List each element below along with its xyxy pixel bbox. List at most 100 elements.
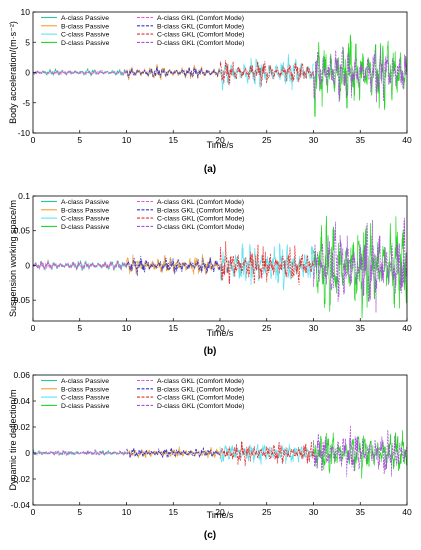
x-tick-label: 5	[77, 135, 82, 145]
traces	[33, 215, 407, 319]
y-tick-label: -0.05	[11, 295, 31, 305]
x-axis-label: Time/s	[207, 328, 234, 338]
y-tick-label: -0.04	[11, 500, 31, 510]
y-tick-label: 0	[25, 448, 30, 458]
series-line-3	[219, 443, 314, 465]
y-axis-label: Dynamic tire deflection/m	[8, 389, 18, 490]
x-tick-label: 35	[356, 135, 366, 145]
y-tick-label: 0.06	[13, 370, 30, 380]
legend-label: A-class GKL (Comfort Mode)	[157, 199, 244, 206]
x-tick-label: 20	[215, 135, 225, 145]
series-line-5	[33, 448, 127, 457]
plot-area	[33, 375, 407, 505]
legend-label: A-class GKL (Comfort Mode)	[157, 378, 244, 385]
x-axis-label: Time/s	[207, 510, 234, 520]
y-tick-label: -0.02	[11, 474, 31, 484]
legend-label: A-class GKL (Comfort Mode)	[157, 15, 244, 22]
y-tick-label: 0	[25, 68, 30, 78]
x-tick-label: 5	[77, 507, 82, 517]
y-tick-label: -10	[18, 128, 31, 138]
series-line-4	[313, 430, 407, 479]
x-tick-label: 15	[169, 323, 179, 333]
y-tick-label: -5	[22, 98, 30, 108]
panel-label: (c)	[204, 530, 216, 541]
chart-panel-3: 0 5 10 15 20 25 30 35 40 -0.04 -0.02 0 0.02 0.04 0.06 T…	[8, 370, 412, 541]
series-line-5	[33, 260, 127, 271]
y-tick-label: 0	[25, 260, 30, 270]
legend-label: C-class Passive	[61, 216, 110, 223]
x-tick-label: 20	[215, 507, 225, 517]
legend-label: B-class Passive	[61, 386, 109, 393]
y-axis-label: Suspension working space/m	[8, 200, 18, 317]
x-tick-label: 40	[402, 135, 412, 145]
x-tick-label: 35	[356, 507, 366, 517]
legend-label: B-class GKL (Comfort Mode)	[157, 386, 244, 393]
x-tick-label: 0	[31, 507, 36, 517]
legend-label: B-class Passive	[61, 207, 109, 214]
x-tick-label: 35	[356, 323, 366, 333]
legend-label: B-class GKL (Comfort Mode)	[157, 207, 244, 214]
x-tick-label: 25	[262, 507, 272, 517]
y-axis-label: Body acceleration/(m·s⁻²)	[8, 21, 18, 124]
legend-label: A-class Passive	[61, 199, 109, 206]
series-line-8	[313, 425, 407, 477]
y-tick-label: 0.04	[13, 396, 30, 406]
chart-panel-2: 0 5 10 15 20 25 30 35 40 -0.05 0 0.05 0.1 Time/s Suspe…	[8, 191, 412, 357]
x-tick-label: 10	[122, 507, 132, 517]
panel-label: (b)	[204, 346, 217, 357]
series-line-8	[313, 217, 407, 313]
series-line-1	[33, 67, 127, 77]
legend-label: D-class Passive	[61, 224, 110, 231]
x-tick-label: 10	[122, 135, 132, 145]
x-tick-label: 30	[309, 323, 319, 333]
x-tick-label: 10	[122, 323, 132, 333]
traces	[33, 425, 407, 479]
series-line-2	[126, 63, 221, 81]
legend-label: C-class GKL (Comfort Mode)	[157, 216, 244, 223]
chart-panel-1: 0 5 10 15 20 25 30 35 40 -10 -5 0 5 10 Time/s Body acce…	[8, 7, 412, 175]
y-tick-label: 0.05	[13, 226, 30, 236]
legend-label: B-class GKL (Comfort Mode)	[157, 23, 244, 30]
panel-label: (a)	[204, 164, 216, 175]
x-tick-label: 20	[215, 323, 225, 333]
y-tick-label: 0.1	[18, 191, 30, 201]
series-line-6	[126, 446, 221, 459]
series-line-7	[219, 60, 314, 87]
series-line-6	[126, 66, 221, 79]
series-line-7	[219, 441, 314, 467]
series-line-6	[126, 255, 221, 276]
legend-label: C-class GKL (Comfort Mode)	[157, 395, 244, 402]
legend-label: D-class GKL (Comfort Mode)	[157, 224, 244, 231]
legend-label: D-class GKL (Comfort Mode)	[157, 40, 244, 47]
legend-label: D-class GKL (Comfort Mode)	[157, 403, 244, 410]
x-tick-label: 40	[402, 323, 412, 333]
x-tick-label: 40	[402, 507, 412, 517]
y-tick-label: 5	[25, 37, 30, 47]
legend-label: C-class Passive	[61, 32, 110, 39]
y-tick-label: 0.02	[13, 422, 30, 432]
y-tick-label: 10	[21, 7, 31, 17]
x-axis-label: Time/s	[207, 140, 234, 150]
legend-label: C-class Passive	[61, 395, 110, 402]
legend-label: D-class Passive	[61, 403, 110, 410]
x-tick-label: 0	[31, 323, 36, 333]
x-tick-label: 15	[169, 135, 179, 145]
legend-label: A-class Passive	[61, 378, 109, 385]
series-line-5	[33, 69, 127, 76]
x-tick-label: 0	[31, 135, 36, 145]
x-tick-label: 25	[262, 135, 272, 145]
x-tick-label: 30	[309, 507, 319, 517]
x-tick-label: 25	[262, 323, 272, 333]
x-tick-label: 30	[309, 135, 319, 145]
x-tick-label: 5	[77, 323, 82, 333]
series-line-7	[219, 241, 314, 286]
legend-label: B-class Passive	[61, 23, 109, 30]
x-tick-label: 15	[169, 507, 179, 517]
legend-label: C-class GKL (Comfort Mode)	[157, 32, 244, 39]
series-line-8	[313, 46, 407, 103]
traces	[33, 34, 407, 117]
